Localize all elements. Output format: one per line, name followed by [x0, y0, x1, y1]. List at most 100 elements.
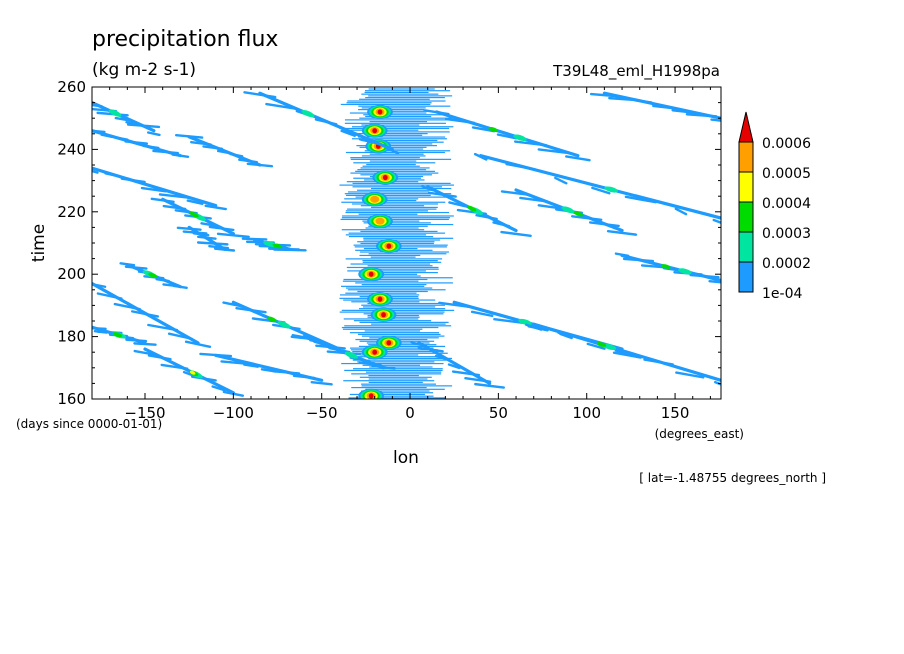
precip-streak — [365, 115, 432, 118]
precip-streak — [358, 213, 418, 215]
colorbar-label: 0.0004 — [762, 196, 811, 212]
precip-band-level-4 — [189, 370, 196, 375]
precip-streak — [359, 146, 427, 148]
precip-streak — [355, 352, 448, 354]
precip-streak — [369, 153, 424, 155]
precip-streak — [606, 229, 638, 236]
precip-band-level-3 — [573, 211, 584, 217]
precip-streak — [349, 332, 439, 334]
precip-band-core — [434, 110, 580, 158]
precip-band — [92, 100, 161, 137]
precip-streak — [368, 357, 453, 360]
precip-band — [500, 188, 638, 236]
precip-streak — [367, 265, 433, 267]
precip-streak — [343, 278, 428, 281]
precip-streak — [366, 163, 416, 166]
precip-streak — [359, 254, 421, 257]
precip-streak — [470, 310, 494, 318]
precip-streak — [367, 141, 444, 143]
precip-cluster-level-6 — [377, 109, 383, 115]
precip-streak — [370, 273, 418, 275]
precip-streak — [344, 193, 452, 195]
precip-cluster-level-6 — [381, 312, 386, 318]
precip-streak — [361, 304, 445, 306]
precip-streak — [364, 90, 451, 92]
precip-streak — [361, 385, 453, 387]
precip-band-level-3 — [272, 243, 283, 249]
precip-band-level-2 — [301, 110, 315, 118]
precip-band — [174, 133, 274, 168]
precip-streak — [369, 366, 433, 368]
precip-band — [614, 252, 721, 284]
precip-streak — [359, 117, 454, 119]
precip-streak — [352, 186, 442, 188]
precip-cluster-level-6 — [368, 393, 374, 399]
precip-streak — [350, 157, 420, 159]
precip-streak — [361, 383, 437, 385]
colorbar-label: 0.0003 — [762, 226, 811, 242]
precip-streak — [340, 103, 431, 106]
precip-band — [176, 225, 236, 252]
precip-cluster-level-6 — [382, 174, 388, 181]
precip-band-core — [143, 347, 235, 395]
precip-band-core — [214, 353, 324, 382]
precip-streak — [367, 302, 446, 305]
precip-streak — [363, 313, 444, 315]
precip-cluster-level-6 — [372, 128, 378, 134]
precip-band — [421, 185, 532, 237]
colorbar-label: 1e-04 — [762, 286, 802, 302]
precip-streak — [365, 199, 417, 202]
precip-streak — [342, 280, 419, 282]
precip-streak — [357, 290, 428, 293]
precip-streak — [361, 124, 420, 126]
precip-streak — [368, 374, 419, 377]
precip-streak — [352, 359, 447, 361]
precip-streak — [342, 215, 454, 217]
precip-streak — [355, 196, 450, 198]
precip-streak — [368, 344, 437, 346]
precip-streak — [358, 308, 446, 310]
precip-streak — [369, 337, 439, 339]
precip-streak — [359, 98, 430, 100]
colorbar-label: 0.0005 — [762, 166, 811, 182]
precip-streak — [340, 218, 449, 221]
x-tick-label: −50 — [306, 404, 338, 422]
precip-streak — [365, 96, 445, 99]
precip-band — [410, 341, 505, 389]
precip-streak — [368, 88, 435, 90]
precip-streak — [367, 268, 439, 270]
precip-band-core — [258, 91, 394, 151]
precip-streak — [368, 378, 428, 380]
precip-streak — [352, 182, 451, 184]
precip-streak — [353, 162, 436, 164]
precip-streak — [358, 105, 451, 107]
precip-band-level-2 — [344, 351, 358, 359]
precip-streak — [204, 204, 227, 211]
precip-streak — [361, 155, 426, 157]
precip-band — [92, 129, 190, 158]
precip-streak — [586, 342, 606, 350]
precip-streak — [341, 362, 444, 365]
precip-band — [92, 166, 227, 211]
precip-streak — [352, 368, 443, 370]
precip-streak — [355, 170, 435, 172]
precip-streak — [360, 354, 419, 356]
precip-streak — [554, 176, 568, 185]
x-tick-label: 0 — [405, 404, 415, 422]
precip-streak — [710, 118, 721, 122]
precip-streak — [345, 210, 428, 212]
precip-streak — [363, 237, 454, 239]
precip-band — [241, 237, 307, 252]
precip-streak — [361, 284, 427, 286]
x-tick-label: −150 — [124, 404, 165, 422]
precip-streak — [341, 229, 425, 231]
precip-band-core — [187, 135, 262, 167]
precip-cluster-level-5 — [375, 217, 385, 225]
precip-band-level-2 — [513, 134, 527, 141]
precip-streak — [339, 184, 454, 186]
precip-band-core — [417, 341, 492, 385]
precip-streak — [186, 199, 204, 205]
precip-streak — [359, 376, 432, 378]
precip-streak — [351, 138, 447, 140]
precip-streak — [362, 306, 436, 308]
